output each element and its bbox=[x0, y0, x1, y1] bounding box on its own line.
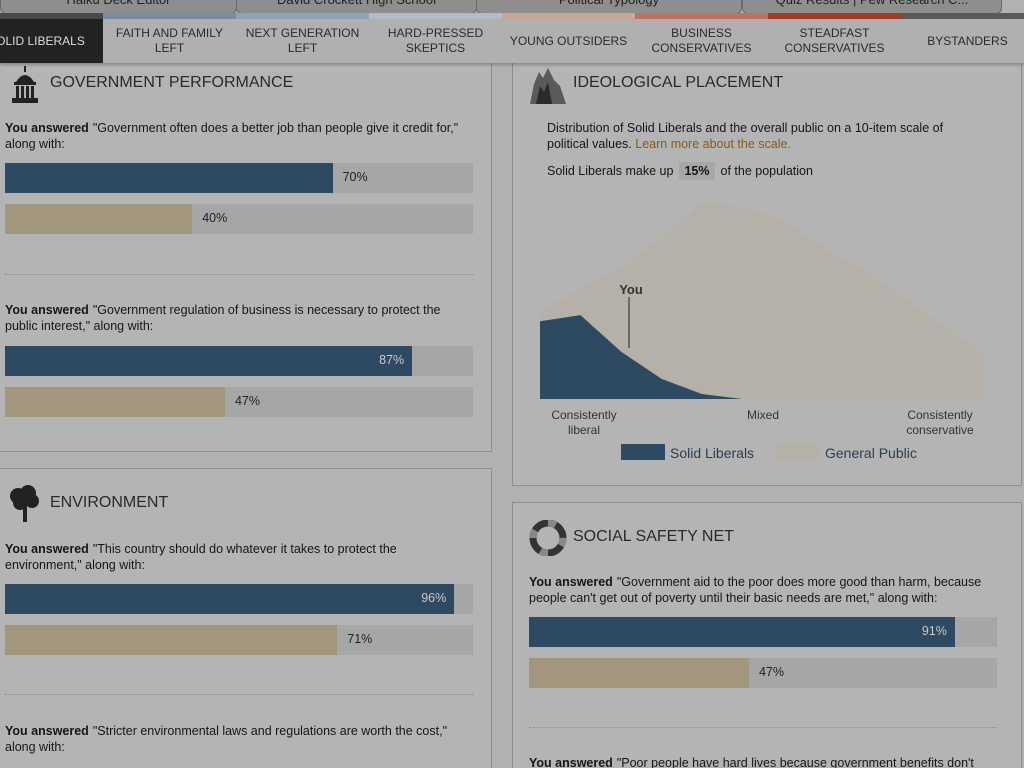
share-value: 15% bbox=[679, 162, 715, 180]
value-label: 91% bbox=[921, 624, 947, 638]
x-axis-label: Consistently conservative bbox=[906, 408, 974, 437]
answer-lead: You answered bbox=[5, 121, 89, 135]
section-title: GOVERNMENT PERFORMANCE bbox=[50, 74, 294, 91]
browser-tab-title: Quiz Results | Pew Research C... bbox=[743, 0, 1001, 7]
legend-label: General Public bbox=[825, 445, 917, 461]
nav-tab[interactable]: YOUNG OUTSIDERS bbox=[509, 33, 628, 48]
bar-track: 47% bbox=[5, 387, 473, 417]
share-suffix: of the population bbox=[720, 164, 813, 178]
nav-tab[interactable]: STEADFAST CONSERVATIVES bbox=[784, 26, 885, 55]
browser-tab[interactable]: David Crockett High School bbox=[236, 0, 477, 14]
bar-track: 70% bbox=[5, 163, 473, 193]
capitol-icon bbox=[12, 66, 38, 103]
panel bbox=[0, 468, 492, 768]
nav-tab[interactable]: BYSTANDERS bbox=[927, 33, 1008, 48]
answer-lead: You answered bbox=[529, 756, 613, 768]
nav-color-strip bbox=[768, 13, 901, 19]
nav-color-strip bbox=[103, 13, 236, 19]
browser-tab[interactable]: Haiku Deck Editor bbox=[0, 0, 237, 14]
bar bbox=[5, 346, 413, 376]
value-label: 40% bbox=[202, 211, 228, 225]
value-label: 70% bbox=[342, 170, 368, 184]
question: You answered "Stricter environmental laws… bbox=[5, 723, 475, 755]
legend-label: Solid Liberals bbox=[670, 445, 755, 461]
nav-tab[interactable]: FAITH AND FAMILY LEFT bbox=[115, 26, 224, 55]
value-label: 47% bbox=[234, 394, 260, 408]
nav-color-strip bbox=[901, 13, 1024, 19]
answer-text: "This country should do whatever it take… bbox=[5, 542, 397, 572]
nav-tab[interactable]: BUSINESS CONSERVATIVES bbox=[651, 26, 752, 55]
value-label: 47% bbox=[758, 665, 784, 679]
answer-lead: You answered bbox=[5, 542, 89, 556]
bar-track: 87% bbox=[5, 346, 473, 376]
browser-tab-title: Haiku Deck Editor bbox=[1, 0, 236, 7]
section-title: ENVIRONMENT bbox=[50, 494, 169, 511]
answer-text: "Government aid to the poor does more go… bbox=[529, 575, 982, 605]
separator bbox=[5, 694, 473, 695]
nav-tab[interactable]: SOLID LIBERALS bbox=[0, 19, 103, 63]
browser-tab-title: David Crockett High School bbox=[237, 0, 476, 7]
browser-tab[interactable]: Political Typology bbox=[476, 0, 742, 14]
bar-track: 96% bbox=[5, 584, 473, 614]
nav-color-strip bbox=[0, 13, 103, 19]
bar bbox=[5, 387, 225, 417]
legend-swatch bbox=[775, 444, 819, 460]
bar-track: 40% bbox=[5, 204, 473, 234]
bar bbox=[529, 658, 749, 688]
bar-track: 91% bbox=[529, 617, 997, 647]
nav-tab[interactable]: HARD-PRESSED SKEPTICS bbox=[387, 26, 484, 55]
browser-tab-title: Political Typology bbox=[477, 0, 741, 7]
bar-track: 71% bbox=[5, 625, 473, 655]
nav-color-strip bbox=[502, 13, 635, 19]
bar bbox=[5, 625, 338, 655]
separator bbox=[5, 274, 473, 275]
bar bbox=[529, 617, 955, 647]
bar bbox=[5, 163, 333, 193]
section-title: SOCIAL SAFETY NET bbox=[573, 528, 734, 545]
answer-lead: You answered bbox=[529, 575, 613, 589]
separator bbox=[529, 727, 997, 728]
share-prefix: Solid Liberals make up bbox=[547, 164, 674, 178]
nav-color-strip bbox=[369, 13, 502, 19]
question: You answered "Government often does a bet… bbox=[5, 120, 475, 152]
description-text: Distribution of Solid Liberals and the o… bbox=[547, 121, 944, 151]
x-axis-label: Consistently liberal bbox=[551, 408, 617, 437]
share-line: Solid Liberals make up 15% of the populati… bbox=[547, 162, 967, 180]
nav-tab[interactable]: NEXT GENERATION LEFT bbox=[245, 26, 360, 55]
question: You answered "Poor people have hard lives… bbox=[529, 755, 999, 768]
value-label: 96% bbox=[421, 591, 447, 605]
bar-track: 47% bbox=[529, 658, 997, 688]
answer-text: "Poor people have hard lives because gov… bbox=[616, 756, 974, 768]
value-label: 71% bbox=[347, 632, 373, 646]
answer-text: "Stricter environmental laws and regulat… bbox=[5, 724, 448, 754]
bar bbox=[5, 204, 193, 234]
x-axis-label: Mixed bbox=[746, 408, 779, 422]
answer-lead: You answered bbox=[5, 303, 89, 317]
bar bbox=[5, 584, 455, 614]
section-title: IDEOLOGICAL PLACEMENT bbox=[573, 74, 784, 91]
panel bbox=[0, 40, 492, 452]
learn-more-link[interactable]: Learn more about the scale. bbox=[635, 137, 791, 151]
answer-text: "Government regulation of business is ne… bbox=[5, 303, 441, 333]
browser-tab[interactable]: Quiz Results | Pew Research C... bbox=[742, 0, 1002, 14]
answer-lead: You answered bbox=[5, 724, 89, 738]
nav-color-strip bbox=[635, 13, 768, 19]
question: You answered "This country should do what… bbox=[5, 541, 475, 573]
mountain-icon bbox=[530, 68, 566, 104]
description: Distribution of Solid Liberals and the o… bbox=[547, 120, 967, 152]
nav-color-strip bbox=[236, 13, 369, 19]
tree-icon bbox=[10, 485, 39, 522]
lifebuoy-icon bbox=[529, 520, 567, 556]
legend-swatch bbox=[621, 444, 665, 460]
answer-text: "Government often does a better job than… bbox=[5, 121, 459, 151]
question: You answered "Government regulation of bu… bbox=[5, 302, 475, 334]
value-label: 87% bbox=[379, 353, 405, 367]
nav-bar: SOLID LIBERALS FAITH AND FAMILY LEFT NEXT … bbox=[0, 19, 1024, 63]
question: You answered "Government aid to the poor … bbox=[529, 574, 999, 606]
